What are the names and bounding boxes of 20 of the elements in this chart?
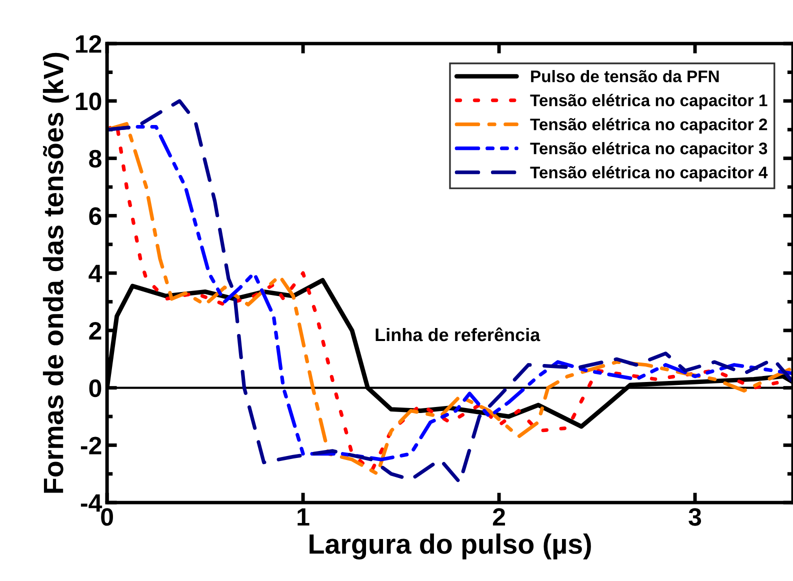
x-tick-label: 2 [492, 508, 505, 526]
y-tick-label: 6 [89, 207, 102, 225]
y-tick-label: 10 [76, 92, 102, 110]
legend-label: Tensão elétrica no capacitor 2 [530, 118, 768, 134]
legend-label: Tensão elétrica no capacitor 1 [530, 94, 768, 110]
y-tick-label: -4 [80, 494, 102, 512]
legend-label: Tensão elétrica no capacitor 4 [530, 166, 768, 182]
legend-label: Pulso de tensão da PFN [531, 70, 719, 82]
x-axis-title: Largura do pulso (µs) [310, 534, 591, 560]
y-axis-title: Formas de onda das tensões (kV) [42, 52, 69, 493]
legend-label: Tensão elétrica no capacitor 3 [530, 142, 768, 158]
y-tick-label: 4 [88, 264, 102, 282]
y-tick-label: 8 [89, 150, 102, 168]
y-tick-label: 0 [89, 379, 102, 398]
y-tick-label: 2 [89, 322, 102, 340]
x-tick-label: 1 [298, 508, 310, 526]
y-tick-label: -2 [80, 436, 102, 454]
y-tick-label: 12 [76, 35, 102, 53]
x-tick-label: 3 [688, 508, 702, 526]
ref-line-label: Linha de referência [376, 328, 540, 342]
